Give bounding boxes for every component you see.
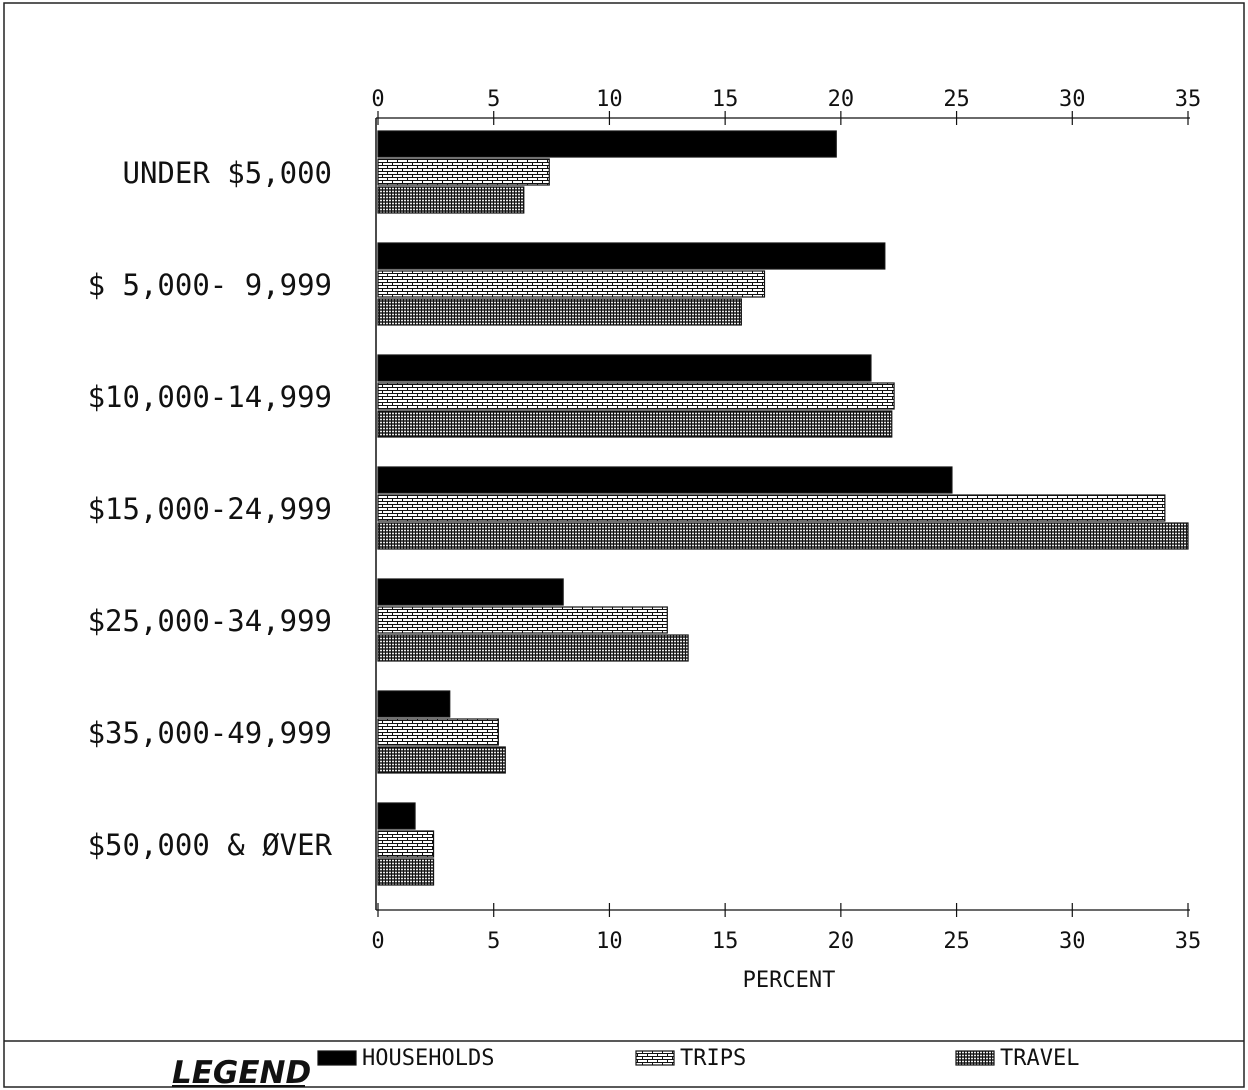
top-tick-label: 15: [712, 87, 739, 112]
bottom-tick-label: 35: [1175, 929, 1202, 954]
legend-title: LEGEND: [172, 1055, 311, 1090]
bar-households: [377, 242, 886, 270]
bar-marks: [377, 130, 1189, 886]
bar-trips: [377, 382, 895, 410]
bar-travel: [377, 522, 1189, 550]
bottom-tick-label: 10: [596, 929, 623, 954]
legend-swatch-travel: [955, 1050, 995, 1066]
bar-trips: [377, 830, 435, 858]
category-label: $10,000-14,999: [88, 380, 332, 414]
category-label: $50,000 & ØVER: [88, 828, 333, 862]
bar-households: [377, 802, 416, 830]
top-tick-label: 20: [828, 87, 855, 112]
bar-households: [377, 690, 451, 718]
bar-travel: [377, 858, 435, 886]
bar-households: [377, 578, 564, 606]
category-label: $ 5,000- 9,999: [88, 268, 332, 302]
bottom-axis-ticks: 0 5 10 15 20 25 30 35: [371, 903, 1201, 954]
legend-swatch-trips: [635, 1050, 675, 1066]
category-labels: UNDER $5,000 $ 5,000- 9,999 $10,000-14,999…: [88, 156, 333, 862]
bar-travel: [377, 186, 525, 214]
x-axis-title: PERCENT: [743, 968, 836, 993]
bar-households: [377, 130, 837, 158]
legend-swatch-households: [317, 1050, 357, 1066]
bottom-tick-label: 5: [487, 929, 500, 954]
bottom-tick-label: 30: [1059, 929, 1086, 954]
top-tick-label: 5: [487, 87, 500, 112]
top-tick-label: 30: [1059, 87, 1086, 112]
bottom-tick-label: 0: [371, 929, 384, 954]
bottom-tick-label: 15: [712, 929, 739, 954]
legend-label-households: HOUSEHOLDS: [362, 1046, 494, 1071]
category-label: $25,000-34,999: [88, 604, 332, 638]
bar-travel: [377, 298, 742, 326]
bar-travel: [377, 634, 689, 662]
bar-travel: [377, 746, 506, 774]
category-label: $35,000-49,999: [88, 716, 332, 750]
bar-households: [377, 466, 953, 494]
bar-households: [377, 354, 872, 382]
legend: LEGEND HOUSEHOLDS TRIPS TRAVEL: [172, 1046, 1079, 1090]
top-tick-label: 35: [1175, 87, 1202, 112]
legend-label-trips: TRIPS: [680, 1046, 746, 1071]
bottom-tick-label: 25: [943, 929, 970, 954]
category-label: $15,000-24,999: [88, 492, 332, 526]
legend-label-travel: TRAVEL: [1000, 1046, 1079, 1071]
bar-trips: [377, 494, 1166, 522]
top-tick-label: 25: [943, 87, 970, 112]
bottom-tick-label: 20: [828, 929, 855, 954]
bar-trips: [377, 718, 499, 746]
top-tick-label: 10: [596, 87, 623, 112]
top-tick-label: 0: [371, 87, 384, 112]
category-label: UNDER $5,000: [122, 156, 332, 190]
figure-border: [3, 2, 1245, 1088]
bar-trips: [377, 270, 766, 298]
bar-trips: [377, 606, 668, 634]
top-axis-ticks: 0 5 10 15 20 25 30 35: [371, 87, 1201, 125]
bar-travel: [377, 410, 893, 438]
bar-trips: [377, 158, 550, 186]
